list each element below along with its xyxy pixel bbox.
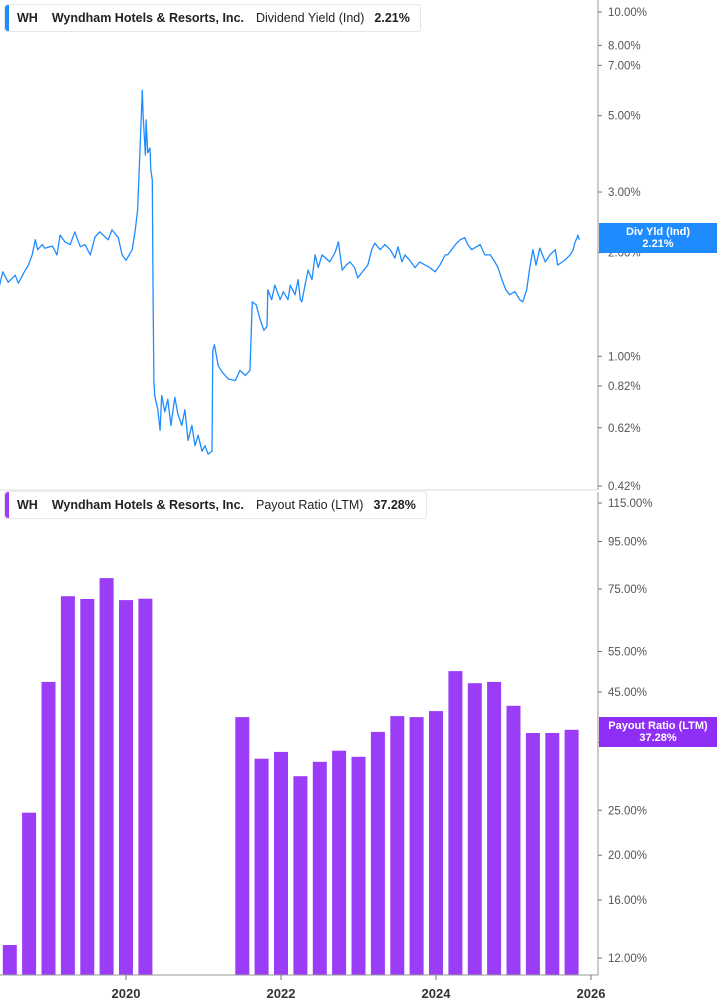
payout-ratio-bar bbox=[448, 671, 463, 975]
legend-metric: Payout Ratio (LTM) bbox=[256, 498, 364, 512]
payout-ratio-value-badge: Payout Ratio (LTM) 37.28% bbox=[599, 717, 717, 747]
bottom-y-tick-label: 25.00% bbox=[608, 805, 647, 817]
payout-ratio-bar bbox=[274, 751, 288, 975]
top-y-tick-label: 0.82% bbox=[608, 381, 641, 393]
payout-ratio-bar bbox=[254, 758, 269, 975]
badge-value: 37.28% bbox=[639, 732, 677, 744]
payout-ratio-plot bbox=[2, 578, 579, 975]
top-y-tick-label: 10.00% bbox=[608, 7, 647, 19]
dividend-yield-plot bbox=[0, 89, 581, 455]
payout-ratio-bar bbox=[525, 733, 540, 975]
payout-ratio-bar bbox=[312, 761, 327, 975]
payout-ratio-bar bbox=[545, 733, 560, 975]
legend-metric: Dividend Yield (Ind) bbox=[256, 11, 365, 25]
top-y-tick-label: 7.00% bbox=[608, 60, 641, 72]
payout-ratio-bar bbox=[138, 598, 153, 975]
bottom-y-tick-label: 12.00% bbox=[608, 953, 647, 965]
top-y-tick-label: 0.42% bbox=[608, 481, 641, 493]
dividend-yield-legend: WH Wyndham Hotels & Resorts, Inc. Divide… bbox=[4, 4, 421, 32]
x-tick-label: 2020 bbox=[112, 986, 141, 1001]
x-tick-label: 2024 bbox=[422, 986, 452, 1001]
axes-group: 10.00%8.00%7.00%5.00%3.00%2.00%1.00%0.82… bbox=[112, 7, 653, 1001]
bottom-y-tick-label: 115.00% bbox=[608, 498, 653, 510]
bottom-y-tick-label: 75.00% bbox=[608, 584, 647, 596]
top-y-tick-label: 5.00% bbox=[608, 111, 641, 123]
payout-ratio-bar bbox=[429, 711, 443, 975]
payout-ratio-bar bbox=[506, 705, 521, 975]
legend-color-marker bbox=[5, 5, 9, 31]
badge-label: Payout Ratio (LTM) bbox=[608, 720, 708, 732]
payout-ratio-bar bbox=[2, 945, 17, 975]
top-y-tick-label: 1.00% bbox=[608, 351, 641, 363]
payout-ratio-bar bbox=[60, 596, 75, 975]
payout-ratio-legend: WH Wyndham Hotels & Resorts, Inc. Payout… bbox=[4, 491, 427, 519]
legend-ticker: WH bbox=[17, 498, 38, 512]
payout-ratio-bar bbox=[293, 776, 308, 975]
top-y-tick-label: 0.62% bbox=[608, 423, 641, 435]
legend-company: Wyndham Hotels & Resorts, Inc. bbox=[51, 11, 244, 25]
x-tick-label: 2026 bbox=[577, 986, 606, 1001]
bottom-y-tick-label: 95.00% bbox=[608, 536, 647, 548]
payout-ratio-bar bbox=[99, 578, 114, 975]
bottom-y-tick-label: 55.00% bbox=[608, 647, 647, 659]
badge-value: 2.21% bbox=[642, 238, 674, 250]
top-y-tick-label: 8.00% bbox=[608, 40, 641, 52]
payout-ratio-bar bbox=[119, 600, 133, 975]
payout-ratio-bar bbox=[41, 681, 56, 975]
payout-ratio-bar bbox=[487, 681, 502, 975]
payout-ratio-bar bbox=[332, 750, 347, 975]
payout-ratio-bar bbox=[80, 599, 95, 975]
legend-color-marker bbox=[5, 492, 9, 518]
payout-ratio-bar bbox=[235, 717, 250, 975]
payout-ratio-bar bbox=[564, 729, 579, 975]
bottom-y-tick-label: 45.00% bbox=[608, 687, 647, 699]
bottom-y-tick-label: 16.00% bbox=[608, 895, 647, 907]
legend-company: Wyndham Hotels & Resorts, Inc. bbox=[51, 498, 244, 512]
payout-ratio-bar bbox=[467, 683, 482, 975]
bottom-y-tick-label: 20.00% bbox=[608, 850, 647, 862]
x-tick-label: 2022 bbox=[267, 986, 296, 1001]
legend-value: 2.21% bbox=[374, 11, 410, 25]
payout-ratio-bar bbox=[390, 716, 405, 975]
dividend-yield-value-badge: Div Yld (Ind) 2.21% bbox=[599, 223, 717, 253]
payout-ratio-bar bbox=[351, 756, 366, 975]
badge-label: Div Yld (Ind) bbox=[626, 226, 690, 238]
dividend-yield-line bbox=[0, 89, 581, 455]
legend-ticker: WH bbox=[17, 11, 38, 25]
legend-value: 37.28% bbox=[373, 498, 416, 512]
payout-ratio-bar bbox=[22, 812, 37, 975]
payout-ratio-bar bbox=[370, 731, 385, 975]
top-y-tick-label: 3.00% bbox=[608, 187, 641, 199]
payout-ratio-bar bbox=[409, 717, 424, 975]
